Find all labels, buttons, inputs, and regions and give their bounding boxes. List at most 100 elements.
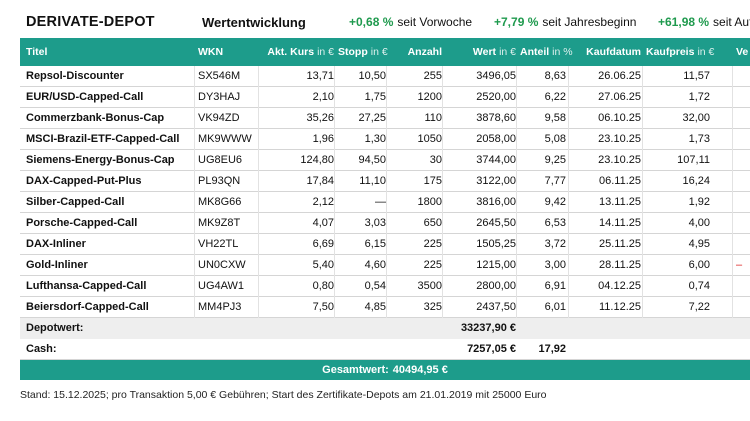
total-label: Gesamtwert: — [322, 364, 389, 376]
cell: 124,80 — [300, 154, 334, 166]
cell: 10,50 — [358, 70, 386, 82]
cell: 06.10.25 — [598, 112, 641, 124]
cell: 23.10.25 — [598, 154, 641, 166]
cell: 11,10 — [359, 175, 386, 187]
cell: 1505,25 — [476, 238, 516, 250]
cell: 325 — [423, 301, 442, 313]
cell: 27,25 — [358, 112, 386, 124]
title: DERIVATE-DEPOT — [26, 14, 155, 30]
depot-value: 33237,90 € — [460, 322, 516, 334]
cell: 1215,00 — [476, 259, 516, 271]
cell: 1800 — [417, 196, 442, 208]
cell: DY3HAJ — [198, 91, 241, 103]
column-header: WKN — [198, 42, 258, 63]
cell: 8,63 — [544, 70, 566, 82]
stat: +7,79 % seit Jahresbeginn — [494, 12, 636, 33]
cell: UG4AW1 — [198, 280, 245, 292]
row-line — [20, 86, 750, 87]
cell: 107,11 — [677, 154, 710, 166]
column-label: Akt. Kurs — [267, 46, 315, 58]
column-header: Kaufpreis in € — [646, 42, 714, 63]
cell: 17,84 — [306, 175, 334, 187]
cell: UG8EU6 — [198, 154, 243, 166]
cell: 3744,00 — [476, 154, 516, 166]
column-header: Wert in € — [446, 42, 516, 63]
cell: 3,00 — [544, 259, 566, 271]
cell: 2645,50 — [476, 217, 516, 229]
row-title: DAX-Capped-Put-Plus — [26, 175, 142, 187]
cell: 6,01 — [544, 301, 566, 313]
cell: 3,72 — [544, 238, 566, 250]
cell: SX546M — [198, 70, 241, 82]
column-separator — [258, 66, 259, 318]
cell: 2520,00 — [476, 91, 516, 103]
cell: 13,71 — [306, 70, 334, 82]
cell: 1200 — [417, 91, 442, 103]
cell: 6,69 — [312, 238, 334, 250]
cell: 6,00 — [688, 259, 710, 271]
cell: 6,53 — [544, 217, 566, 229]
row-title: Silber-Capped-Call — [26, 196, 125, 208]
cell: 1,96 — [312, 133, 334, 145]
cell: 0,80 — [312, 280, 334, 292]
cell: 255 — [423, 70, 442, 82]
stat-value: +0,68 % — [349, 15, 394, 29]
cell: 11.12.25 — [598, 301, 641, 313]
cell: 175 — [423, 175, 442, 187]
row-title: Lufthansa-Capped-Call — [26, 280, 147, 292]
cell: 16,24 — [682, 175, 710, 187]
cell: VK94ZD — [198, 112, 240, 124]
column-separator — [442, 66, 443, 318]
cell: 94,50 — [358, 154, 386, 166]
cell: 4,60 — [364, 259, 386, 271]
cell: 3878,60 — [476, 112, 516, 124]
cell: 6,91 — [544, 280, 566, 292]
cell: 2058,00 — [476, 133, 516, 145]
stat-label: seit Jahresbeginn — [542, 15, 637, 29]
cell: 4,85 — [364, 301, 386, 313]
cell: 3,03 — [364, 217, 386, 229]
row-title: DAX-Inliner — [26, 238, 86, 250]
cell: 30 — [429, 154, 442, 166]
cell: 04.12.25 — [598, 280, 641, 292]
cell: 2800,00 — [476, 280, 516, 292]
cell: 3816,00 — [476, 196, 516, 208]
column-label: Ve — [736, 46, 749, 58]
row-title: Commerzbank-Bonus-Cap — [26, 112, 165, 124]
column-label: Kaufpreis — [646, 46, 695, 58]
cell: 7,50 — [312, 301, 334, 313]
column-separator — [386, 66, 387, 318]
cell: 4,00 — [688, 217, 710, 229]
cell: 5,40 — [312, 259, 334, 271]
cell: 13.11.25 — [598, 196, 641, 208]
cell: 5,08 — [544, 133, 566, 145]
cell: UN0CXW — [198, 259, 246, 271]
column-header: Kaufdatum — [572, 42, 641, 63]
row-line — [20, 296, 750, 297]
row-title: Siemens-Energy-Bonus-Cap — [26, 154, 175, 166]
row-title: Beiersdorf-Capped-Call — [26, 301, 149, 313]
column-header: Ve — [736, 42, 750, 63]
row-title: Repsol-Discounter — [26, 70, 124, 82]
footer: Stand: 15.12.2025; pro Transaktion 5,00 … — [20, 389, 547, 401]
column-header: Anzahl — [390, 42, 442, 63]
cell: 2437,50 — [476, 301, 516, 313]
column-label: Kaufdatum — [586, 46, 641, 58]
cell: 25.11.25 — [598, 238, 641, 250]
cell: MK9Z8T — [198, 217, 241, 229]
column-separator — [568, 66, 569, 318]
cell: 0,54 — [364, 280, 386, 292]
row-line — [20, 233, 750, 234]
cell: 1050 — [417, 133, 442, 145]
row-line — [20, 275, 750, 276]
cell: 9,25 — [544, 154, 566, 166]
cell: 7,22 — [688, 301, 710, 313]
column-separator — [194, 66, 195, 318]
cell: 4,95 — [688, 238, 710, 250]
cell: 3122,00 — [476, 175, 516, 187]
cash-share: 17,92 — [538, 343, 566, 355]
cell: 1,75 — [364, 91, 386, 103]
cell: 2,12 — [312, 196, 334, 208]
cell: 35,26 — [306, 112, 334, 124]
